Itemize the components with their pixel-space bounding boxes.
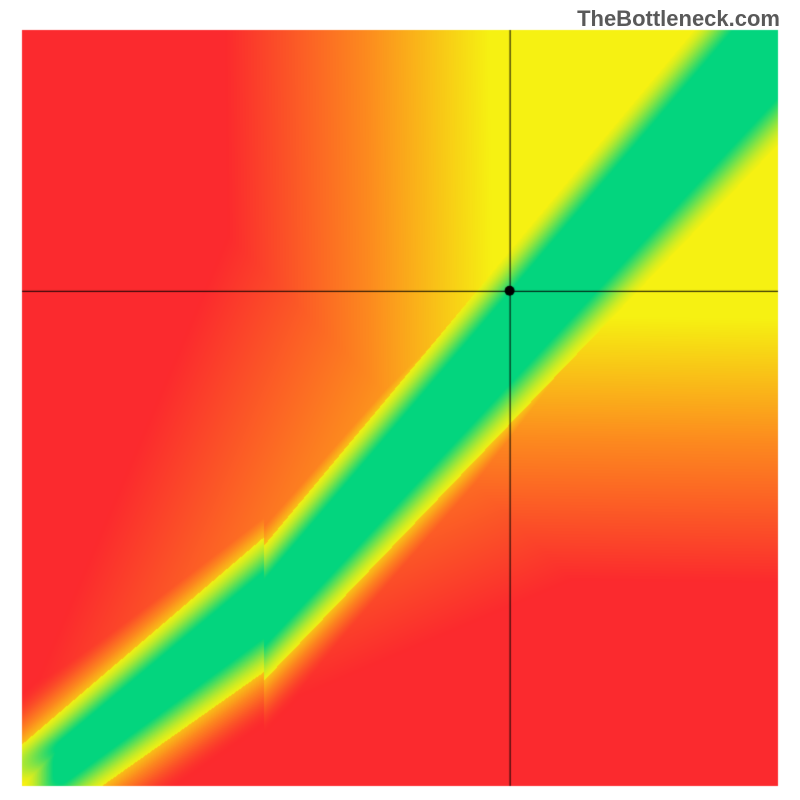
heatmap-canvas [0, 0, 800, 800]
watermark-text: TheBottleneck.com [577, 6, 780, 32]
chart-container: TheBottleneck.com [0, 0, 800, 800]
